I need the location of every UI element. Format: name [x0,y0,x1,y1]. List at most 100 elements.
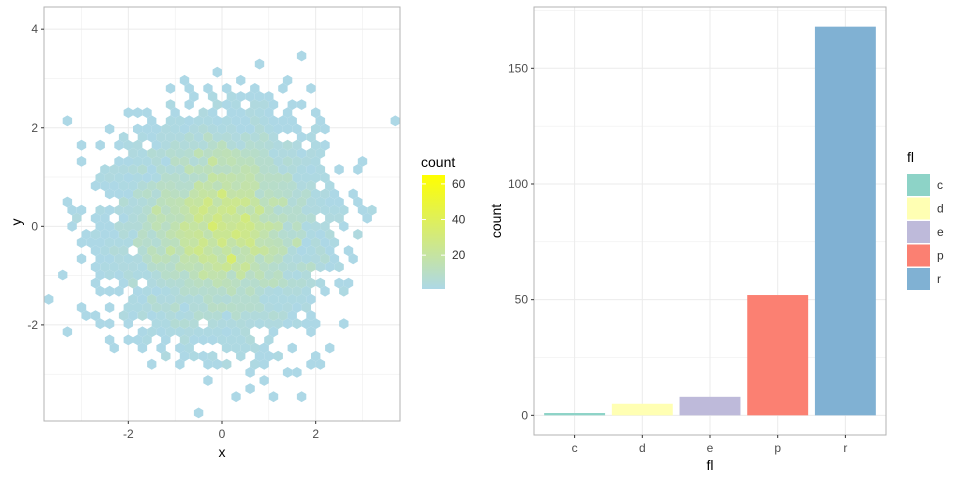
hexbin-cell [296,229,307,240]
hexbin-cell [278,212,288,224]
bar-legend-key-r [907,268,930,290]
hexbin-cell [259,99,269,110]
hexbin-cell [151,253,162,265]
hexbin-cell [278,261,288,273]
hexbin-cell [325,342,335,354]
hexbin-cell [95,318,105,330]
hexbin-cell [156,277,166,289]
hexbin-cell [44,293,54,305]
hexbin-cell [325,196,335,208]
hexbin-cell [147,326,157,338]
hexbin-cell [170,237,180,248]
hexbin-cell [203,375,213,386]
hexbin-cell [231,147,241,159]
hexbin-cell [292,139,302,151]
hexbin-cell [320,237,330,248]
hexbin-cell [193,293,204,305]
hexbin-cell [118,164,129,175]
hexbin-cell [287,212,297,224]
hexbin-cell [287,196,297,208]
hexbin-cell [198,269,208,281]
hexbin-legend-label: 20 [452,248,466,262]
hexbin-cell [203,212,213,224]
bar-x-tick-label: e [707,441,714,455]
hexbin-cell [268,115,279,127]
hexbin-cell [222,212,232,224]
hexbin-cell [142,302,152,313]
hexbin-cell [296,245,307,257]
hexbin-panel: -2 0 2 -2 0 2 4 x y count 20 40 60 [8,6,466,460]
hexbin-cell [236,139,246,151]
hexbin-cell [184,180,194,192]
hexbin-cell [217,123,227,135]
hexbin-cell [128,229,138,240]
hexbin-cell [259,293,269,305]
hexbin-cell [226,253,237,265]
hexbin-cell [137,131,148,143]
hexbin-cell [250,115,260,127]
hexbin-cell [203,310,213,321]
hexbin-cell [268,196,279,208]
hexbin-cell [245,156,255,167]
hexbin-cell [240,115,251,127]
hexbin-cell [292,302,302,313]
hexbin-cell [175,277,185,289]
hexbin-cell [147,358,157,370]
hexbin-cell [231,326,241,338]
hexbin-cell [67,220,77,232]
hexbin-cell [320,139,330,151]
hexbin-cell [118,131,129,143]
hexbin-cell [165,83,176,94]
hexbin-cell [353,196,363,208]
hexbin-cell [212,358,222,370]
hexbin-cell [259,310,269,321]
hexbin-cell [222,164,232,175]
hexbin-cell [231,277,241,289]
hexbin-cell [128,261,138,273]
hexbin-cell [189,237,199,248]
hexbin-cell [329,253,340,265]
hexbin-cell [100,164,110,175]
hexbin-cell [301,156,311,167]
hexbin-cell [95,269,105,281]
hexbin-cell [250,310,260,321]
hexbin-cell [147,115,157,127]
hexbin-cell [137,310,148,321]
hexbin-cell [259,277,269,289]
hexbin-cell [212,180,222,192]
hexbin-cell [254,91,265,102]
hexbin-cell [207,302,218,313]
hexbin-cell [198,220,208,232]
hexbin-cell [161,204,171,216]
hexbin-y-tick-label: 4 [31,22,38,36]
hexbin-cell [278,164,288,175]
hexbin-cell [203,326,213,338]
hexbin-cell [147,229,157,240]
hexbin-cell [161,253,171,265]
hexbin-cell [282,188,293,200]
hexbin-cell [264,285,274,297]
hexbin-cell [259,342,269,354]
hexbin-cell [325,212,335,224]
hexbin-cell [301,220,311,232]
hexbin-x-axis-title: x [219,444,226,460]
bar-d [611,403,673,416]
hexbin-cell [217,220,227,232]
hexbin-cell [334,261,344,273]
bar-y-axis-title: count [488,204,504,238]
hexbin-cell [104,302,115,313]
hexbin-cell [268,212,279,224]
hexbin-cell [282,269,293,281]
hexbin-cell [137,245,148,257]
hexbin-cell [311,172,321,184]
hexbin-cell [156,131,166,143]
hexbin-cell [100,229,110,240]
hexbin-cell [193,115,204,127]
hexbin-cell [282,156,293,167]
bar-legend-label: p [937,249,944,263]
hexbin-cell [147,196,157,208]
hexbin-cell [165,131,176,143]
hexbin-cell [240,164,251,175]
hexbin-cell [217,139,227,151]
hexbin-cell [282,302,293,313]
